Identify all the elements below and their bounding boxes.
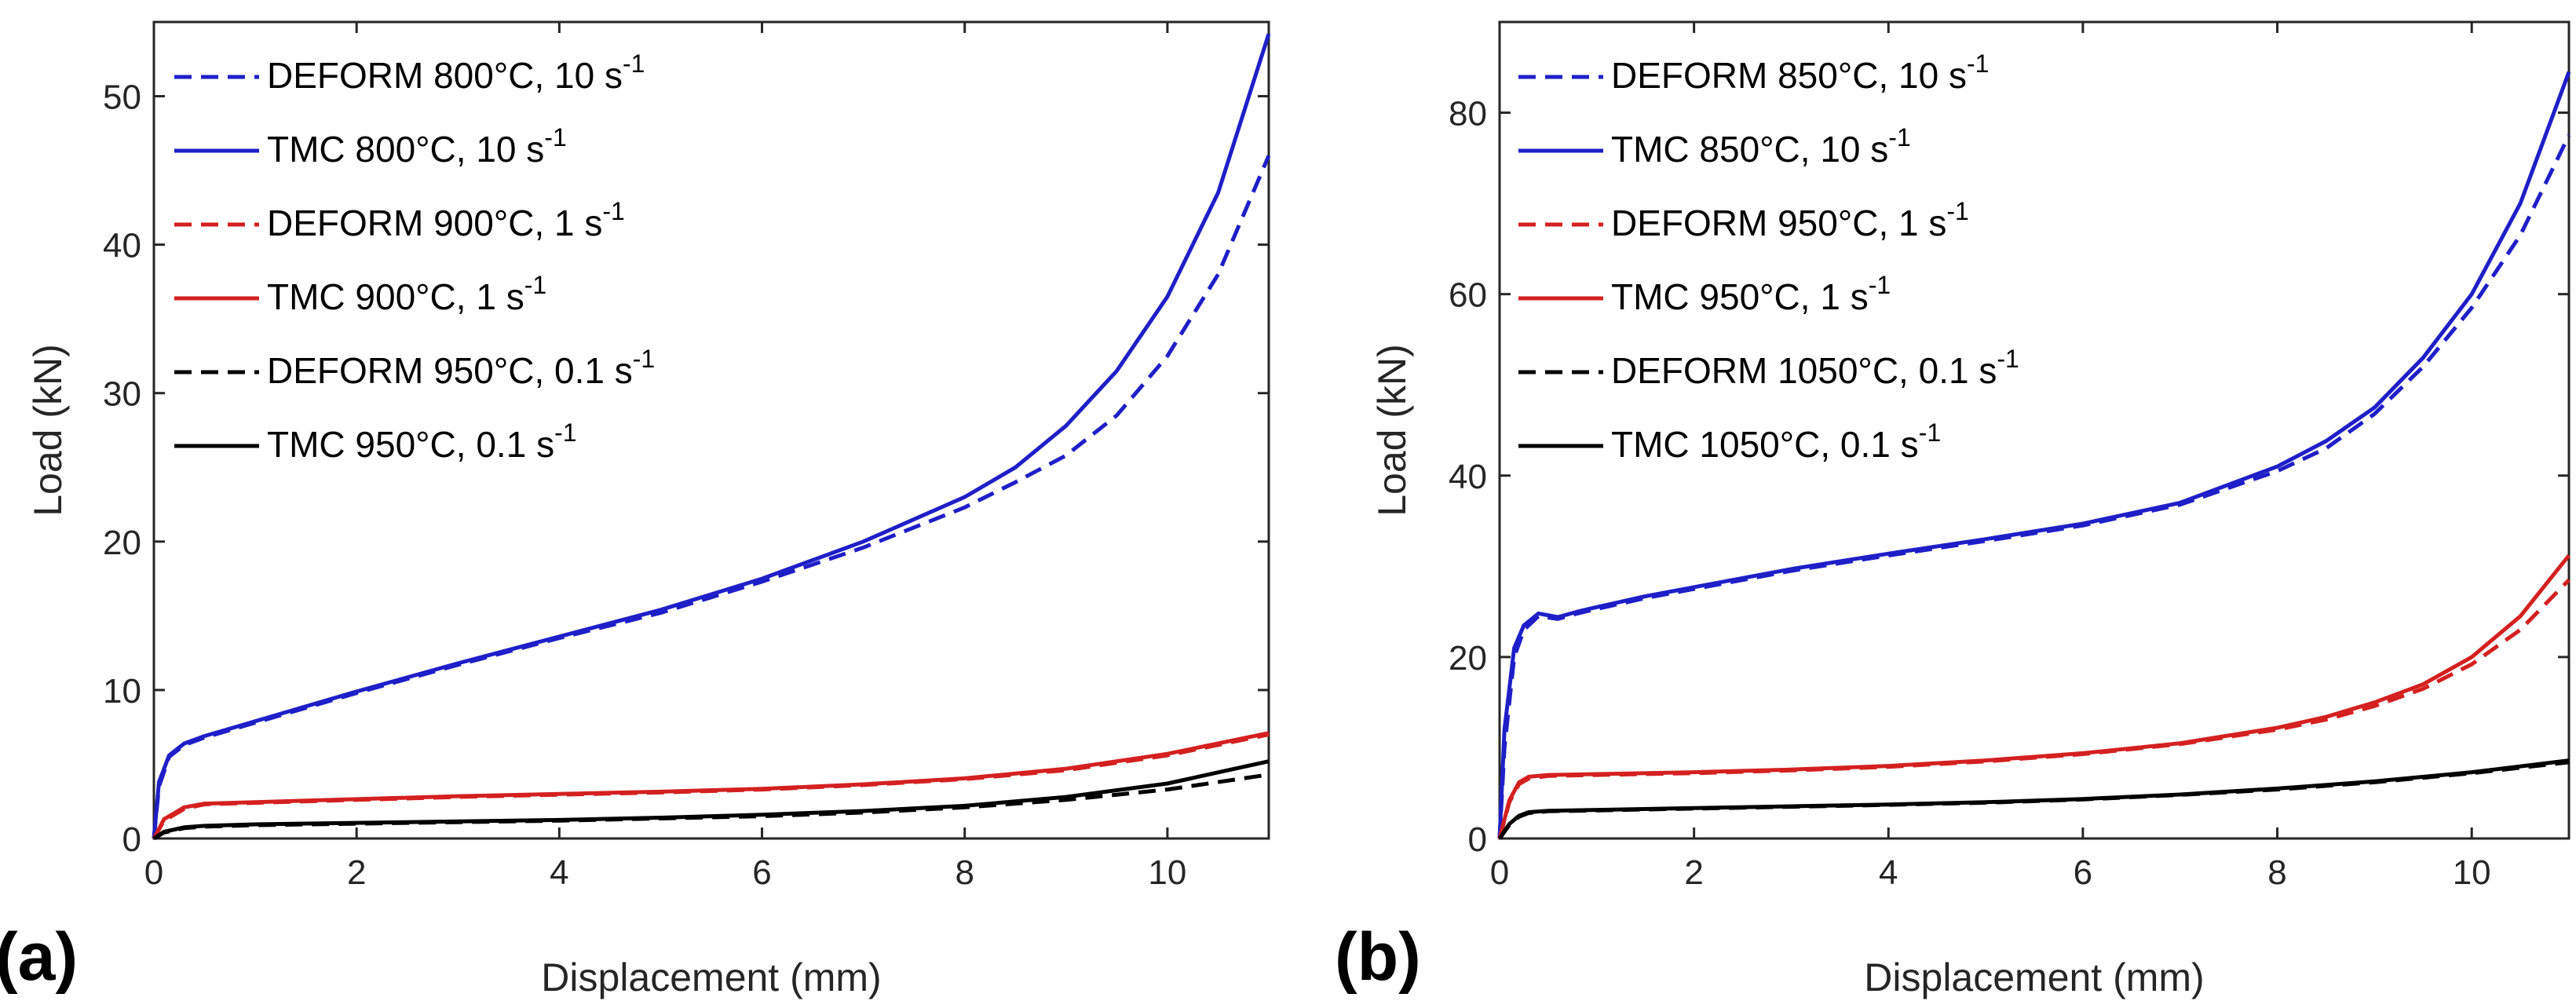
series-line-3 — [152, 731, 1270, 840]
x-tick-label: 2 — [1684, 853, 1703, 892]
legend-label: DEFORM 850°C, 10 s-1 — [1611, 49, 1989, 96]
panel-label-b: (b) — [1335, 919, 1421, 995]
series-line-5 — [152, 759, 1270, 841]
x-tick-label: 2 — [347, 853, 366, 892]
legend-superscript: -1 — [623, 49, 645, 78]
x-tick-label: 6 — [2074, 853, 2092, 892]
series-line-4 — [152, 773, 1270, 841]
series-line-1 — [152, 33, 1271, 839]
panel-b: 0 2 4 6 8 10 0 20 40 60 80 DEFORM 850°C, 10 s-1 TMC… — [1335, 20, 2571, 999]
legend-superscript: -1 — [1946, 197, 1968, 225]
legend-label: DEFORM 1050°C, 0.1 s-1 — [1611, 345, 2019, 391]
legend-label: TMC 1050°C, 0.1 s-1 — [1611, 418, 1941, 465]
y-axis-label-b: Load (kN) — [1370, 344, 1414, 517]
x-tick-label: 6 — [752, 853, 771, 892]
plot-frame-a — [152, 20, 1270, 840]
legend-label: DEFORM 900°C, 1 s-1 — [267, 197, 625, 243]
x-tick-label: 8 — [2267, 853, 2286, 892]
panel-label-a: (a) — [0, 919, 78, 995]
series-line-0 — [152, 155, 1271, 839]
legend-superscript: -1 — [633, 345, 655, 373]
series-line-3 — [1497, 553, 2571, 839]
x-axis-label-b: Displacement (mm) — [1864, 955, 2204, 999]
plot-frame-b — [1498, 20, 2571, 840]
legend-superscript: -1 — [544, 123, 566, 152]
series-line-1 — [1497, 71, 2571, 839]
legend-label: DEFORM 950°C, 0.1 s-1 — [267, 345, 655, 391]
x-tick-label: 4 — [1879, 853, 1898, 892]
y-tick-label: 0 — [1468, 820, 1487, 859]
legend-superscript: -1 — [554, 418, 576, 447]
y-tick-label: 30 — [103, 375, 141, 414]
legend-superscript: -1 — [524, 271, 546, 299]
legend-label: DEFORM 950°C, 1 s-1 — [1611, 197, 1969, 243]
axis-ticks-b: 0 2 4 6 8 10 0 20 40 60 80 — [1449, 22, 2569, 892]
y-tick-label: 10 — [103, 672, 141, 711]
legend-superscript: -1 — [1888, 123, 1910, 152]
legend-label: TMC 950°C, 0.1 s-1 — [267, 418, 577, 465]
y-tick-label: 50 — [103, 79, 141, 117]
legend-label: TMC 800°C, 10 s-1 — [267, 123, 567, 170]
x-tick-label: 8 — [955, 853, 974, 892]
legend-superscript: -1 — [1869, 271, 1891, 299]
legend-label: DEFORM 800°C, 10 s-1 — [267, 49, 645, 96]
y-tick-label: 80 — [1449, 95, 1487, 133]
panel-a: 0 2 4 6 8 10 0 10 20 30 40 50 DEFORM 800°C, 10 s-1 T… — [0, 20, 1271, 999]
legend-superscript: -1 — [1919, 418, 1941, 447]
legend-superscript: -1 — [1967, 49, 1989, 78]
series-group-b — [1497, 71, 2571, 840]
series-line-5 — [1497, 758, 2570, 840]
series-group-a — [152, 33, 1271, 841]
y-tick-label: 40 — [1449, 458, 1487, 496]
x-tick-label: 0 — [144, 853, 163, 892]
x-tick-label: 0 — [1490, 853, 1509, 892]
x-tick-label: 10 — [1148, 853, 1186, 892]
y-tick-label: 60 — [1449, 276, 1487, 315]
legend-b: DEFORM 850°C, 10 s-1 TMC 850°C, 10 s-1 DEF… — [1518, 49, 2019, 465]
y-tick-label: 40 — [103, 227, 141, 265]
legend-superscript: -1 — [1997, 345, 2019, 373]
y-axis-label-a: Load (kN) — [26, 344, 70, 517]
x-tick-label: 10 — [2453, 853, 2491, 892]
y-tick-label: 0 — [122, 820, 141, 859]
legend-label: TMC 850°C, 10 s-1 — [1611, 123, 1911, 170]
x-tick-label: 4 — [550, 853, 568, 892]
x-axis-label-a: Displacement (mm) — [541, 955, 881, 999]
y-tick-label: 20 — [1449, 639, 1487, 678]
legend-label: TMC 900°C, 1 s-1 — [267, 271, 546, 317]
legend-superscript: -1 — [602, 197, 624, 225]
legend-label: TMC 950°C, 1 s-1 — [1611, 271, 1891, 317]
y-tick-label: 20 — [103, 524, 141, 562]
legend-a: DEFORM 800°C, 10 s-1 TMC 800°C, 10 s-1 DEF… — [174, 49, 655, 465]
axis-ticks-a: 0 2 4 6 8 10 0 10 20 30 40 50 — [103, 22, 1269, 892]
